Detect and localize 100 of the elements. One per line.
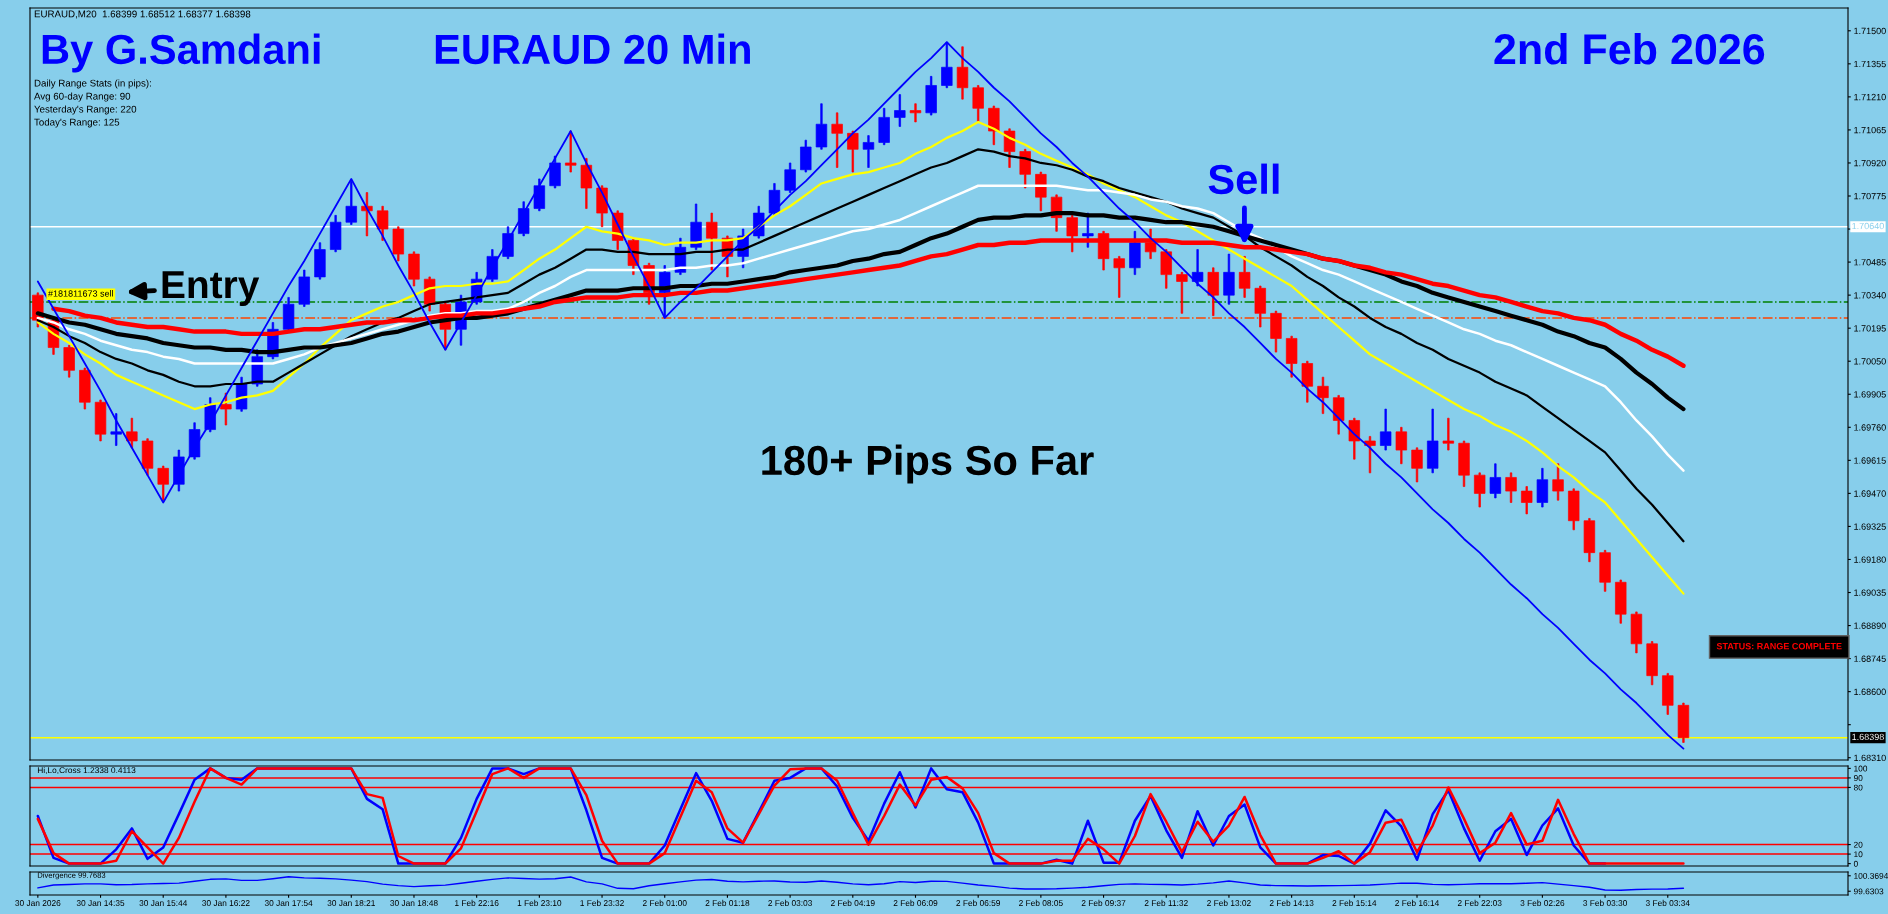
candlestick bbox=[565, 130, 577, 173]
candlestick bbox=[1489, 463, 1502, 499]
candlestick bbox=[878, 107, 890, 146]
candlestick bbox=[392, 226, 404, 262]
candlestick bbox=[1474, 472, 1486, 508]
candlestick bbox=[1662, 673, 1674, 715]
y-tick-label: 1.70195 bbox=[1854, 325, 1886, 332]
candlestick bbox=[1238, 256, 1251, 298]
candlestick bbox=[79, 367, 91, 410]
candlestick bbox=[972, 85, 984, 123]
candlestick bbox=[862, 135, 875, 168]
y-tick-label: 1.69905 bbox=[1854, 391, 1886, 398]
annotation: By G.Samdani bbox=[42, 33, 320, 73]
candlestick bbox=[847, 130, 859, 173]
x-tick-label: 30 Jan 18:48 bbox=[390, 900, 438, 906]
candlestick bbox=[1254, 285, 1266, 328]
candlestick bbox=[220, 392, 232, 426]
y-tick-label: 80 bbox=[1853, 784, 1863, 791]
candlestick bbox=[282, 297, 295, 332]
candlestick bbox=[1568, 488, 1580, 531]
candlestick bbox=[298, 269, 310, 307]
candlestick bbox=[1364, 436, 1376, 474]
x-tick-label: 2 Feb 03:03 bbox=[768, 899, 812, 906]
candlestick bbox=[329, 215, 342, 253]
candlestick bbox=[1379, 408, 1392, 451]
x-tick-label: 30 Jan 2026 bbox=[15, 900, 61, 906]
candlestick bbox=[1270, 310, 1282, 353]
candlestick bbox=[549, 155, 561, 189]
candlestick bbox=[141, 438, 154, 476]
candlestick bbox=[1646, 641, 1658, 686]
y-tick-label: 100 bbox=[1854, 765, 1868, 772]
candlestick bbox=[909, 103, 922, 123]
candlestick bbox=[173, 449, 185, 492]
candlestick bbox=[1411, 447, 1423, 483]
candlestick bbox=[188, 422, 201, 460]
y-tick-label: 99.6303 bbox=[1853, 888, 1884, 895]
y-tick-label: 100.3694 bbox=[1854, 872, 1888, 879]
x-tick-label: 2 Feb 13:02 bbox=[1207, 899, 1251, 906]
annotation: Sell bbox=[1208, 163, 1279, 195]
y-tick-label: 1.70775 bbox=[1854, 192, 1886, 200]
candlestick bbox=[314, 242, 326, 280]
y-tick-label: 1.71500 bbox=[1854, 27, 1886, 35]
candlestick bbox=[1630, 611, 1643, 654]
candlestick bbox=[1427, 408, 1439, 474]
candlestick bbox=[1160, 249, 1172, 289]
candlestick bbox=[1191, 249, 1204, 287]
candlestick bbox=[1458, 440, 1470, 487]
annotation: Today's Range: 125 bbox=[34, 118, 120, 128]
x-tick-label: 30 Jan 18:21 bbox=[327, 900, 375, 906]
candlestick bbox=[768, 183, 781, 216]
x-tick-label: 3 Feb 03:30 bbox=[1583, 899, 1627, 906]
candlestick bbox=[1285, 335, 1298, 378]
annotation: EURAUD,M20 1.68399 1.68512 1.68377 1.68398 bbox=[34, 10, 251, 19]
candlestick bbox=[1599, 550, 1611, 592]
annotation: Avg 60-day Range: 90 bbox=[34, 92, 131, 102]
x-tick-label: 2 Feb 22:03 bbox=[1457, 899, 1502, 906]
candlestick bbox=[157, 465, 169, 501]
x-tick-label: 1 Feb 23:10 bbox=[517, 899, 562, 906]
candlestick bbox=[533, 178, 546, 212]
ref-line-label: 1.70640 bbox=[1852, 222, 1884, 230]
candlestick bbox=[815, 103, 828, 150]
candlestick bbox=[63, 344, 75, 378]
y-tick-label: 1.68600 bbox=[1854, 688, 1886, 695]
candlestick bbox=[486, 249, 499, 282]
x-tick-label: 30 Jan 15:44 bbox=[139, 900, 188, 906]
y-tick-label: 1.68310 bbox=[1854, 754, 1886, 762]
candlestick bbox=[1317, 376, 1329, 414]
candlestick bbox=[706, 212, 718, 271]
x-tick-label: 2 Feb 11:32 bbox=[1144, 899, 1188, 906]
annotation: Daily Range Stats (in pips): bbox=[34, 79, 151, 89]
annotation: Yesterday's Range: 220 bbox=[34, 105, 137, 115]
x-tick-label: 2 Feb 06:59 bbox=[956, 899, 1001, 906]
x-tick-label: 1 Feb 22:16 bbox=[455, 899, 499, 906]
y-tick-label: 1.71210 bbox=[1854, 93, 1886, 101]
x-tick-label: 1 Feb 23:32 bbox=[580, 899, 624, 906]
candlestick bbox=[1301, 360, 1313, 403]
annotation: STATUS: RANGE COMPLETE bbox=[1716, 643, 1842, 650]
chart-title: Hi,Lo,Cross 1.2338 0.4113 bbox=[37, 767, 136, 775]
annotation: 2nd Feb 2026 bbox=[1494, 32, 1765, 65]
candlestick bbox=[925, 76, 937, 116]
candlestick bbox=[126, 417, 138, 449]
x-tick-label: 2 Feb 01:18 bbox=[705, 899, 750, 906]
y-tick-label: 1.68890 bbox=[1854, 622, 1886, 629]
candlestick bbox=[408, 251, 420, 287]
x-tick-label: 2 Feb 14:13 bbox=[1269, 899, 1314, 906]
x-tick-label: 30 Jan 17:54 bbox=[264, 900, 313, 906]
candlestick bbox=[1521, 486, 1533, 515]
candlestick bbox=[376, 205, 389, 241]
line-series bbox=[36, 120, 1685, 595]
y-tick-label: 1.71355 bbox=[1854, 60, 1886, 68]
candlestick bbox=[1207, 267, 1219, 316]
y-tick-label: 10 bbox=[1854, 851, 1863, 858]
y-tick-label: 20 bbox=[1853, 841, 1863, 848]
candlestick bbox=[1615, 579, 1627, 624]
y-tick-label: 1.69615 bbox=[1854, 457, 1886, 464]
y-tick-label: 1.70920 bbox=[1854, 159, 1886, 167]
candlestick bbox=[800, 139, 812, 173]
x-tick-label: 3 Feb 03:34 bbox=[1645, 899, 1690, 906]
line-series bbox=[36, 148, 1685, 543]
y-tick-label: 1.68745 bbox=[1854, 655, 1886, 662]
